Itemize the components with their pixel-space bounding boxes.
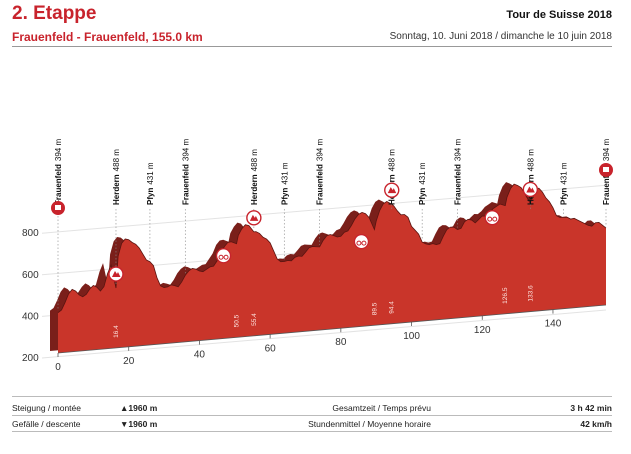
time-label: Gesamtzeit / Temps prévu bbox=[332, 403, 431, 413]
descent-label: Gefälle / descente bbox=[12, 419, 81, 429]
place-name: Herdern bbox=[112, 174, 121, 205]
bike-wheel bbox=[218, 254, 224, 260]
y-tick-label: 800 bbox=[22, 228, 39, 239]
mountain-glyph bbox=[387, 187, 397, 194]
place-name: Pfyn bbox=[418, 188, 427, 205]
bike-wheel bbox=[487, 216, 493, 222]
x-tick-label: 40 bbox=[194, 350, 206, 361]
km-mark-label: 55.4 bbox=[251, 313, 258, 326]
place-altitude: 431 m bbox=[146, 162, 155, 185]
place-name: Frauenfeld bbox=[54, 164, 63, 205]
place-name: Frauenfeld bbox=[316, 164, 325, 205]
km-mark-label: 16.4 bbox=[113, 325, 120, 338]
place-altitude: 394 m bbox=[54, 139, 63, 162]
stage-title: 2. Etappe bbox=[12, 3, 97, 24]
sprint-bike-icon bbox=[484, 210, 500, 226]
mountain-glyph bbox=[249, 214, 259, 221]
x-tick-label: 60 bbox=[265, 343, 277, 354]
place-label: Pfyn 431 m bbox=[280, 162, 289, 205]
place-name: Pfyn bbox=[280, 188, 289, 205]
place-label: Herdern 488 m bbox=[250, 149, 259, 205]
place-altitude: 488 m bbox=[112, 149, 121, 172]
km-mark-label: 89.5 bbox=[371, 302, 378, 315]
bike-wheel bbox=[223, 254, 229, 260]
mountain-glyph bbox=[526, 186, 535, 193]
place-label: Pfyn 431 m bbox=[560, 162, 569, 205]
y-tick-label: 600 bbox=[22, 270, 39, 281]
place-label: Pfyn 431 m bbox=[146, 162, 155, 205]
flag-glyph bbox=[603, 167, 609, 172]
flag-glyph bbox=[55, 205, 61, 210]
km-mark-label: 133.6 bbox=[527, 285, 534, 302]
place-altitude: 431 m bbox=[418, 162, 427, 185]
place-label: Herdern 488 m bbox=[112, 149, 121, 205]
bike-wheel bbox=[356, 240, 362, 246]
place-altitude: 394 m bbox=[602, 139, 611, 162]
descent-value: ▼1960 m bbox=[120, 419, 158, 429]
y-tick-label: 200 bbox=[22, 353, 39, 364]
time-value: 3 h 42 min bbox=[570, 403, 612, 413]
bike-wheel bbox=[492, 216, 498, 222]
place-altitude: 488 m bbox=[250, 149, 259, 172]
x-tick-label: 80 bbox=[335, 337, 347, 348]
place-altitude: 488 m bbox=[526, 149, 535, 172]
place-name: Pfyn bbox=[146, 188, 155, 205]
y-tick-label: 400 bbox=[22, 311, 39, 322]
place-name: Pfyn bbox=[560, 188, 569, 205]
place-altitude: 488 m bbox=[388, 149, 397, 172]
sprint-bike-icon bbox=[353, 233, 370, 250]
place-altitude: 394 m bbox=[454, 139, 463, 162]
climb-value: ▲1960 m bbox=[120, 403, 158, 413]
climb-label: Steigung / montée bbox=[12, 403, 81, 413]
profile-edge bbox=[57, 183, 607, 313]
stage-profile-chart: 200 400 600 800 0 20 40 60 80 100 120 140 16.4 50.5 55… bbox=[22, 139, 613, 373]
place-altitude: 394 m bbox=[316, 139, 325, 162]
place-label: Frauenfeld 394 m bbox=[316, 139, 325, 205]
km-mark-label: 126.5 bbox=[502, 287, 509, 304]
place-name: Frauenfeld bbox=[181, 164, 190, 205]
speed-value: 42 km/h bbox=[580, 419, 612, 429]
profile-group: 200 400 600 800 0 20 40 60 80 100 120 140 16.4 50.5 55… bbox=[22, 139, 613, 373]
footer-divider-mid bbox=[12, 415, 612, 416]
place-label: Frauenfeld 394 m bbox=[181, 139, 190, 205]
place-label: Frauenfeld 394 m bbox=[454, 139, 463, 205]
x-tick-label: 20 bbox=[123, 356, 135, 367]
sprint-bike-icon bbox=[215, 248, 232, 264]
mountain-glyph bbox=[111, 271, 121, 278]
km-mark-label: 94.4 bbox=[389, 301, 396, 314]
bike-wheel bbox=[361, 240, 367, 246]
profile-front-face bbox=[58, 184, 606, 353]
stage-route: Frauenfeld - Frauenfeld, 155.0 km bbox=[12, 30, 203, 44]
x-tick-label: 120 bbox=[474, 325, 491, 336]
place-label: Frauenfeld 394 m bbox=[602, 139, 611, 205]
x-tick-label: 140 bbox=[545, 319, 562, 330]
place-name: Herdern bbox=[250, 174, 259, 205]
stage-date: Sonntag, 10. Juni 2018 / dimanche le 10 … bbox=[389, 31, 612, 42]
y-gridline bbox=[41, 309, 607, 359]
km-mark-label: 50.5 bbox=[234, 314, 241, 327]
speed-label: Stundenmittel / Moyenne horaire bbox=[308, 419, 431, 429]
place-altitude: 431 m bbox=[560, 162, 569, 185]
x-tick-label: 0 bbox=[55, 362, 61, 373]
place-name: Frauenfeld bbox=[602, 164, 611, 205]
x-axis-line bbox=[57, 304, 607, 354]
place-label: Frauenfeld 394 m bbox=[54, 139, 63, 205]
header-divider bbox=[12, 46, 612, 47]
footer-divider-bottom bbox=[12, 431, 612, 432]
place-name: Frauenfeld bbox=[454, 164, 463, 205]
place-label: Pfyn 431 m bbox=[418, 162, 427, 205]
footer-divider-top bbox=[12, 396, 612, 397]
place-altitude: 431 m bbox=[280, 162, 289, 185]
x-tick-label: 100 bbox=[403, 331, 420, 342]
place-altitude: 394 m bbox=[181, 139, 190, 162]
race-name: Tour de Suisse 2018 bbox=[506, 9, 612, 21]
